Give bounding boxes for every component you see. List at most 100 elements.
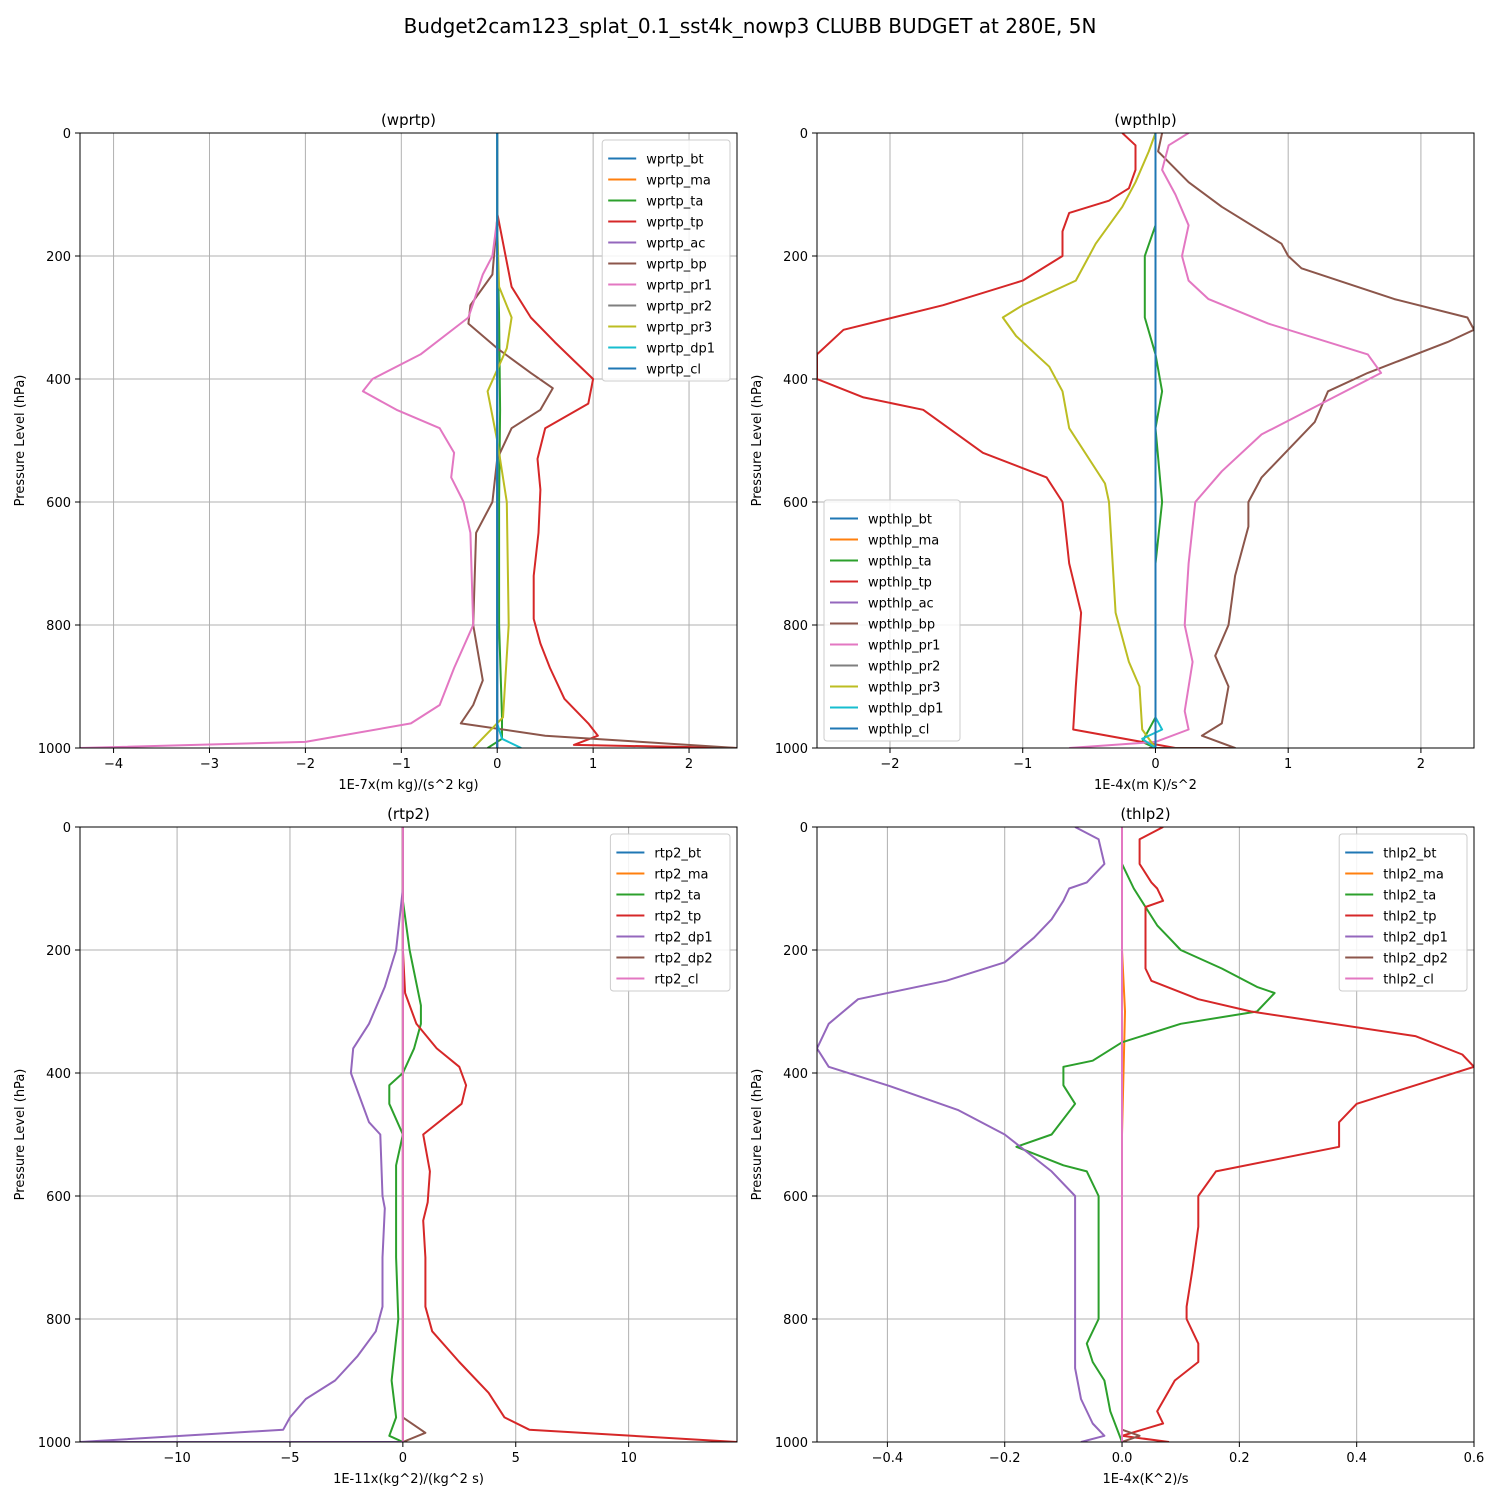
series-line-wpthlp_ta — [1141, 133, 1164, 748]
x-tick-label: 0 — [1151, 757, 1159, 772]
x-tick-label: 0.4 — [1346, 1451, 1367, 1466]
legend-entry: wpthlp_bt — [868, 513, 932, 528]
legend: rtp2_bt rtp2_ma rtp2_ta rtp2_tp rtp2_dp1 rtp2… — [609, 833, 731, 992]
legend-entry: rtp2_dp2 — [654, 952, 712, 967]
chart-title: (rtp2) — [387, 805, 430, 823]
legend-entry: rtp2_dp1 — [654, 931, 712, 946]
series-line-rtp2_dp1 — [80, 827, 404, 1442]
y-tick-label: 1000 — [38, 742, 71, 757]
legend-entry: rtp2_tp — [654, 910, 701, 925]
y-tick-label: 800 — [783, 619, 808, 634]
legend-entry: thlp2_ma — [1383, 868, 1444, 883]
x-tick-label: −2 — [880, 757, 899, 772]
x-tick-label: −0.2 — [989, 1451, 1021, 1466]
x-tick-label: 2 — [1417, 757, 1425, 772]
y-tick-label: 400 — [46, 1067, 71, 1082]
legend-entry: wpthlp_dp1 — [868, 702, 943, 717]
y-tick-label: 400 — [46, 373, 71, 388]
x-axis-label: 1E-4x(K^2)/s — [1102, 1472, 1188, 1487]
x-tick-label: −0.4 — [872, 1451, 904, 1466]
y-tick-label: 1000 — [775, 1436, 808, 1451]
y-tick-label: 800 — [46, 1313, 71, 1328]
legend-entry: wprtp_ma — [646, 174, 711, 189]
series-line-thlp2_tp — [1121, 827, 1474, 1442]
plot-frame — [816, 826, 1475, 1443]
series-line-thlp2_dp2 — [1121, 827, 1141, 1442]
legend-entry: wpthlp_ac — [868, 597, 934, 612]
legend-entry: thlp2_bt — [1383, 847, 1436, 862]
chart-title: (wprtp) — [381, 111, 436, 129]
legend-entry: thlp2_ta — [1383, 889, 1436, 904]
y-tick-label: 0 — [63, 821, 71, 836]
y-tick-label: 1000 — [38, 1436, 71, 1451]
x-axis-label: 1E-4x(m K)/s^2 — [1094, 778, 1197, 793]
series-line-wpthlp_bp — [1148, 133, 1474, 748]
y-tick-label: 600 — [783, 496, 808, 511]
legend-entry: wprtp_pr2 — [646, 300, 712, 315]
series-line-wprtp_pr1 — [80, 133, 499, 748]
legend-entry: wpthlp_pr1 — [868, 639, 940, 654]
chart-panel-3: −0.4 −0.2 0.0 0.2 0.4 0.6 0 200 400 600 800 1000 (th… — [750, 805, 1484, 1487]
y-tick-label: 200 — [783, 250, 808, 265]
y-tick-label: 0 — [800, 821, 808, 836]
plot-frame — [816, 132, 1475, 749]
legend-entry: thlp2_dp1 — [1383, 931, 1448, 946]
x-tick-label: −2 — [296, 757, 315, 772]
y-tick-label: 800 — [783, 1313, 808, 1328]
legend-entry: wpthlp_pr3 — [868, 681, 940, 696]
legend-entry: wprtp_pr1 — [646, 279, 712, 294]
y-axis-label: Pressure Level (hPa) — [13, 1069, 28, 1201]
legend-entry: wpthlp_cl — [868, 723, 929, 738]
y-tick-label: 200 — [783, 944, 808, 959]
y-tick-label: 600 — [46, 1190, 71, 1205]
plot-frame — [79, 826, 738, 1443]
y-axis-label: Pressure Level (hPa) — [13, 375, 28, 507]
legend-entry: wpthlp_tp — [868, 576, 932, 591]
chart-panel-1: −2 −1 0 1 2 0 200 400 600 800 1000 (wpthlp) 1E-4x(m … — [750, 111, 1475, 793]
y-tick-label: 200 — [46, 250, 71, 265]
legend-entry: wpthlp_ma — [868, 534, 939, 549]
x-tick-label: 0 — [399, 1451, 407, 1466]
x-tick-label: 2 — [685, 757, 693, 772]
y-tick-label: 600 — [46, 496, 71, 511]
series-line-wpthlp_tp — [817, 133, 1176, 748]
x-tick-label: −1 — [392, 757, 411, 772]
series-line-thlp2_dp1 — [817, 827, 1106, 1442]
x-tick-label: 0 — [493, 757, 501, 772]
legend-entry: thlp2_cl — [1383, 973, 1434, 988]
legend: wpthlp_bt wpthlp_ma wpthlp_ta wpthlp_tpwpth… — [823, 499, 961, 742]
legend-entry: wprtp_ta — [646, 195, 703, 210]
x-tick-label: 5 — [512, 1451, 520, 1466]
series-line-rtp2_tp — [401, 827, 737, 1442]
chart-panel-2: −10 −5 0 5 10 0 200 400 600 800 1000 (rtp2) 1E-11x(k… — [13, 805, 738, 1487]
legend: thlp2_bt thlp2_ma thlp2_ta thlp2_tp thlp2_dp… — [1338, 833, 1468, 992]
legend-entry: wpthlp_pr2 — [868, 660, 940, 675]
y-tick-label: 600 — [783, 1190, 808, 1205]
legend-entry: wprtp_ac — [646, 237, 705, 252]
series-line-wprtp_tp — [496, 133, 737, 748]
figure-title: Budget2cam123_splat_0.1_sst4k_nowp3 CLUB… — [403, 14, 1097, 38]
y-tick-label: 400 — [783, 373, 808, 388]
legend-entry: wprtp_tp — [646, 216, 703, 231]
x-tick-label: 1 — [589, 757, 597, 772]
series-line-rtp2_ta — [388, 827, 422, 1442]
y-axis-label: Pressure Level (hPa) — [750, 375, 765, 507]
x-tick-label: 1 — [1284, 757, 1292, 772]
legend-entry: rtp2_ta — [654, 889, 701, 904]
x-tick-label: −10 — [163, 1451, 190, 1466]
legend-entry: wprtp_bt — [646, 153, 703, 168]
y-tick-label: 0 — [63, 127, 71, 142]
y-tick-label: 800 — [46, 619, 71, 634]
legend-entry: wprtp_bp — [646, 258, 707, 273]
series-line-wpthlp_dp1 — [1141, 133, 1164, 748]
x-tick-label: −3 — [200, 757, 219, 772]
legend-entry: wprtp_cl — [646, 363, 701, 378]
x-tick-label: −4 — [104, 757, 123, 772]
y-axis-label: Pressure Level (hPa) — [750, 1069, 765, 1201]
y-tick-label: 400 — [783, 1067, 808, 1082]
x-tick-label: −1 — [1013, 757, 1032, 772]
x-tick-label: 0.6 — [1464, 1451, 1485, 1466]
legend-entry: rtp2_ma — [654, 868, 708, 883]
